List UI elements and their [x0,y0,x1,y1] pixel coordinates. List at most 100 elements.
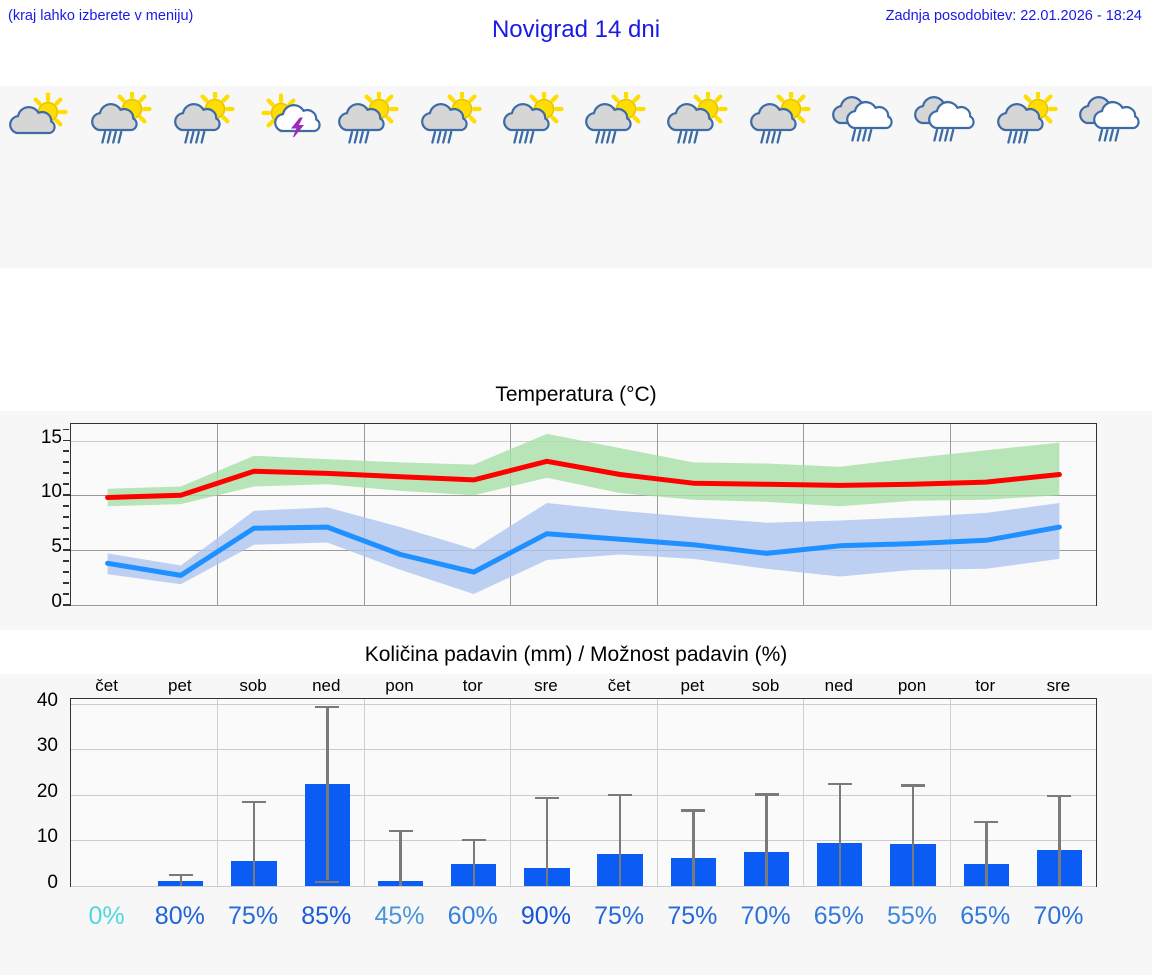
precipitation-error-cap [315,880,340,883]
precipitation-day-label: pet [168,676,192,695]
precipitation-gridline [71,886,1096,887]
temperature-y-tick [63,538,69,540]
precipitation-probability-label: 75% [228,902,279,930]
precipitation-probability-label: 85% [301,902,352,930]
page-header: (kraj lahko izberete v meniju) Novigrad … [0,0,1152,58]
page-title: Novigrad 14 dni [491,16,661,43]
temperature-y-tick-label: 15 [40,426,62,448]
forecast-day-card[interactable] [823,86,905,268]
precipitation-error-bar [399,829,402,886]
precipitation-probability-label: 45% [374,902,425,930]
sun-cloud-icon [6,92,76,148]
temperature-y-tick [63,428,69,431]
precipitation-gridline [71,749,1096,751]
forecast-day-card[interactable] [576,86,658,268]
sun-cloud-rain-icon [171,92,241,148]
temperature-y-tick [63,560,69,562]
precipitation-probability-row: 0% 80% 75% 85% 45% 60% 90% 75% 75% 70% 65% 55% 65% 70… [70,902,1095,942]
forecast-day-card[interactable] [987,86,1069,268]
temperature-y-tick [63,571,69,573]
precipitation-error-bar [326,705,329,881]
last-updated-label: Zadnja posodobitev: 22.01.2026 - 18:24 [885,8,1142,24]
precipitation-probability-label: 70% [740,902,791,930]
forecast-day-card[interactable] [247,86,329,268]
precipitation-y-tick-label: 20 [36,780,58,802]
sun-cloud-rain-icon [418,92,488,148]
location-menu-note[interactable]: (kraj lahko izberete v meniju) [8,8,194,24]
precipitation-error-bar [252,800,256,886]
sun-cloud-rain-icon [747,92,817,148]
precipitation-day-label: sob [751,676,780,695]
temperature-y-tick [63,549,72,551]
precipitation-gridline [71,703,1096,705]
sun-cloud-rain-icon [664,92,734,148]
forecast-day-card[interactable] [494,86,576,268]
precipitation-error-cap [315,705,340,709]
precipitation-day-divider [217,699,219,886]
precipitation-day-label: pon [385,676,414,695]
precipitation-y-tick-label: 10 [36,826,58,848]
precipitation-chart: Količina padavin (mm) / Možnost padavin … [0,640,1152,975]
precipitation-error-cap [168,873,193,877]
temperature-y-tick [63,505,69,507]
temperature-y-tick [63,461,69,463]
precipitation-day-label: tor [462,676,483,695]
precipitation-error-cap [901,784,925,787]
forecast-day-card[interactable] [411,86,493,268]
precipitation-probability-label: 70% [1033,902,1084,930]
temperature-day-divider [217,424,219,605]
forecast-day-card[interactable] [329,86,411,268]
precipitation-probability-label: 60% [447,902,498,930]
precipitation-error-bar [179,873,183,886]
forecast-day-card[interactable] [1070,86,1152,268]
temperature-gridline [71,605,1096,606]
temperature-day-divider [803,424,805,605]
temperature-y-tick-label: 10 [40,481,62,503]
precipitation-error-cap [1047,794,1072,798]
precipitation-probability-label: 75% [667,902,718,930]
temperature-y-tick [63,582,69,584]
precipitation-day-label: ned [824,676,853,695]
precipitation-error-bar [472,838,475,886]
precipitation-error-cap [242,800,266,804]
precipitation-chart-title: Količina padavin (mm) / Možnost padavin … [0,640,1152,674]
temperature-gridline [71,440,1096,442]
precipitation-day-label: sre [534,676,558,695]
precipitation-probability-label: 80% [154,902,205,930]
precipitation-day-label: čet [95,676,118,695]
precipitation-day-label: ned [312,676,341,695]
forecast-day-card[interactable] [82,86,164,268]
forecast-day-card[interactable] [741,86,823,268]
forecast-day-card[interactable] [658,86,740,268]
precipitation-plot-area [70,698,1097,887]
precipitation-error-cap [681,809,706,812]
precipitation-probability-label: 55% [886,902,938,930]
sun-cloud-rain-icon [335,92,405,148]
forecast-day-card[interactable] [165,86,247,268]
precipitation-day-labels: čet pet sob ned pon tor sre čet pet sob ned pon tor s… [70,676,1095,698]
precipitation-y-tick-label: 40 [36,689,58,711]
temperature-chart-title: Temperatura (°C) [0,379,1152,411]
precipitation-error-bar [618,793,622,886]
temperature-y-tick [63,593,69,595]
forecast-day-card[interactable] [905,86,987,268]
temperature-plot-area [70,423,1097,606]
sun-cloud-rain-icon [500,92,570,148]
precipitation-error-cap [827,782,852,786]
sun-cloud-thunder-icon [253,92,323,148]
precipitation-day-label: sob [239,676,267,695]
temperature-y-tick [63,483,69,485]
precipitation-day-label: čet [607,676,631,695]
precipitation-probability-label: 75% [594,902,645,930]
precipitation-error-bar [1058,794,1061,886]
precipitation-error-cap [974,820,999,824]
temperature-y-tick [63,604,72,606]
precipitation-day-divider [656,699,658,886]
sun-cloud-rain-icon [582,92,652,148]
forecast-day-card[interactable] [0,86,82,268]
temperature-day-divider [363,424,365,605]
precipitation-error-bar [911,784,915,886]
precipitation-gridline [71,794,1096,796]
forecast-day-strip [0,86,1152,268]
